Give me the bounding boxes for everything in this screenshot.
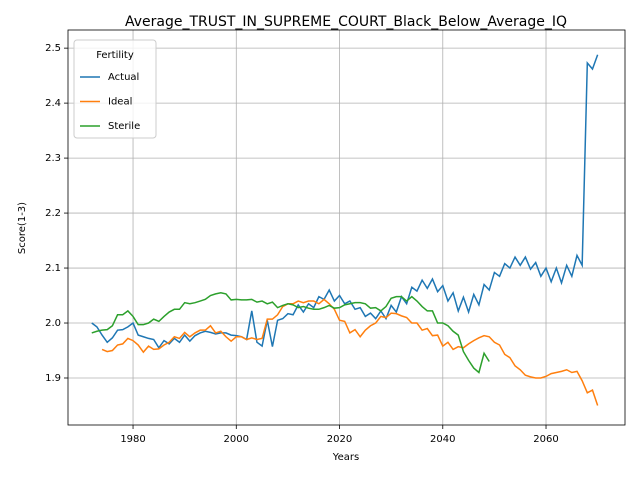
legend-title: Fertility <box>96 50 134 61</box>
x-tick-label: 2020 <box>327 434 352 445</box>
y-tick-label: 2.2 <box>45 208 61 219</box>
y-tick-label: 2.0 <box>45 318 61 329</box>
data-line <box>91 54 599 350</box>
data-line <box>91 292 490 374</box>
y-tick-label: 2.3 <box>45 153 61 164</box>
y-tick-label: 2.5 <box>45 43 61 54</box>
x-tick-label: 2040 <box>430 434 455 445</box>
chart-title: Average_TRUST_IN_SUPREME_COURT_Black_Bel… <box>125 14 567 30</box>
x-tick-label: 2060 <box>533 434 558 445</box>
x-tick-label: 1980 <box>120 434 145 445</box>
legend-label: Ideal <box>108 97 132 108</box>
x-axis-label: Years <box>332 452 359 463</box>
y-axis-label: Score(1-3) <box>17 202 28 254</box>
x-tick-label: 2000 <box>224 434 249 445</box>
y-tick-label: 2.4 <box>45 98 61 109</box>
legend: Fertility Actual Ideal Sterile <box>73 39 157 139</box>
data-line <box>101 298 599 406</box>
legend-box <box>73 39 157 139</box>
y-tick-label: 1.9 <box>45 373 61 384</box>
legend-label: Sterile <box>108 121 140 132</box>
legend-label: Actual <box>108 72 139 83</box>
plot-frame <box>67 29 626 426</box>
y-tick-label: 2.1 <box>45 263 61 274</box>
